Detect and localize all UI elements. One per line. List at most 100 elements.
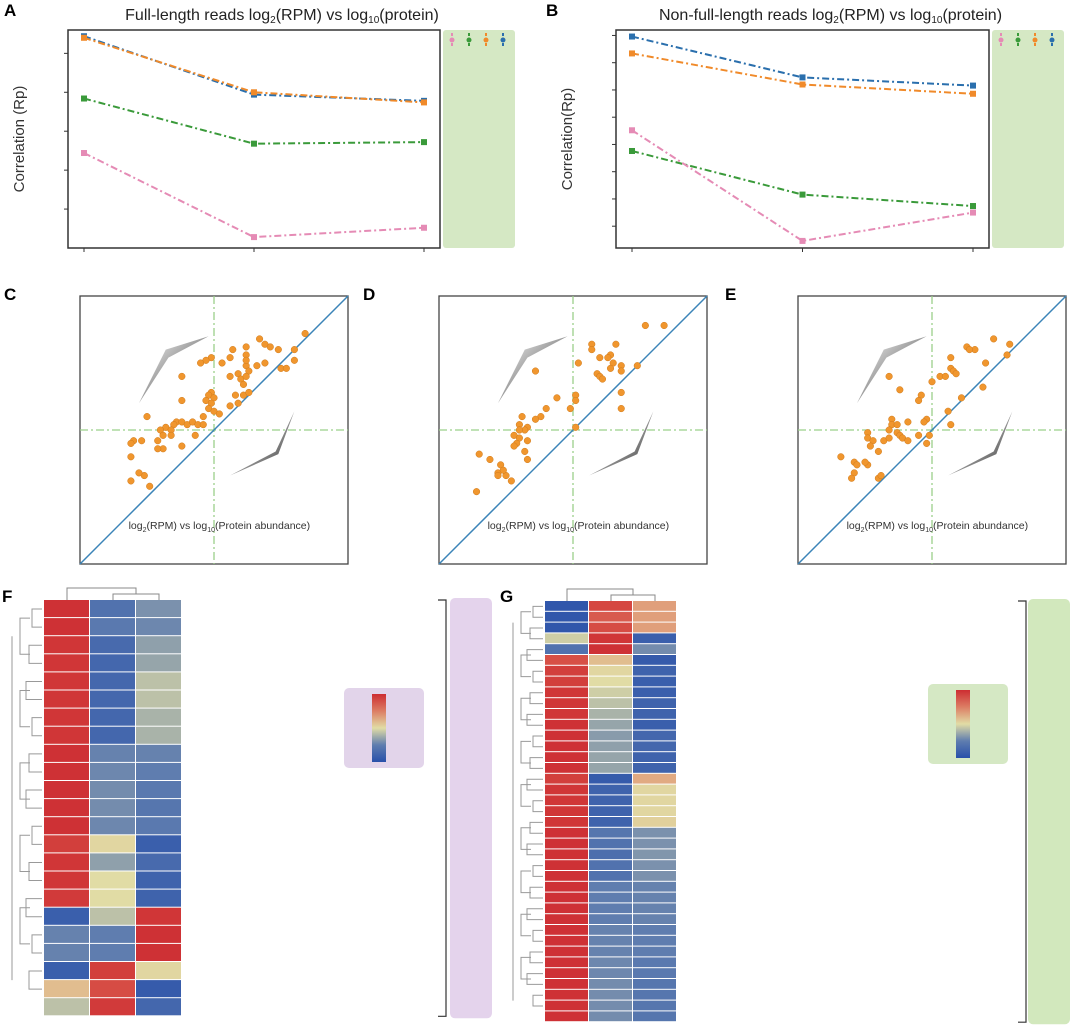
heatmap-cell xyxy=(545,935,588,946)
heatmap-cell xyxy=(589,763,632,773)
heatmap-cell xyxy=(589,676,632,687)
series-1-point xyxy=(799,74,806,81)
heatmap-cell xyxy=(545,827,588,838)
row-dendrogram xyxy=(31,608,42,628)
series-2-point xyxy=(81,34,87,41)
scatter-point xyxy=(199,421,207,429)
line-chart-full-length: Full-length reads log2(RPM) vs log10(pro… xyxy=(11,7,515,252)
heatmap-cell xyxy=(545,644,588,654)
scatter-point xyxy=(904,437,912,445)
heatmap-cell xyxy=(44,907,89,925)
heatmap-cell xyxy=(589,849,632,860)
heatmap-cell xyxy=(136,636,181,654)
side-label-box xyxy=(1028,599,1070,1025)
scatter-point xyxy=(885,426,893,434)
row-dendrogram xyxy=(520,611,531,634)
scatter-point xyxy=(861,458,869,466)
heatmap-cell xyxy=(90,744,135,762)
scatter-point xyxy=(167,431,175,439)
heatmap-cell xyxy=(545,838,588,849)
heatmap-cell xyxy=(633,795,676,806)
text-part: Full-length reads log xyxy=(125,7,270,24)
row-dendrogram xyxy=(520,740,531,764)
heatmap-cell xyxy=(545,687,588,698)
heatmap-cell xyxy=(545,698,588,708)
heatmap-cell xyxy=(545,795,588,806)
method-note: log2(RPM) vs log10(Protein abundance) xyxy=(488,520,670,534)
heatmap-cell xyxy=(589,665,632,676)
scatter-point xyxy=(633,362,641,370)
column-dendrogram xyxy=(610,594,656,601)
heatmap-cell xyxy=(90,907,135,925)
heatmap-cell xyxy=(90,835,135,853)
heatmap-cell xyxy=(589,871,632,881)
legend-symbol-dot xyxy=(1049,37,1055,43)
subscript: 2 xyxy=(270,15,276,26)
heatmap-cell xyxy=(90,762,135,780)
text-part: (Protein abundance) xyxy=(215,520,310,532)
scatter-point xyxy=(146,482,154,490)
heatmap-cell xyxy=(44,636,89,654)
heatmap-cell xyxy=(545,849,588,860)
heatmap-cell xyxy=(589,957,632,968)
panel-label-E: E xyxy=(725,285,736,304)
scatter-point xyxy=(572,423,580,431)
scatter-point xyxy=(127,453,135,461)
scatter-point xyxy=(877,472,885,480)
heatmap-cell xyxy=(44,817,89,835)
legend-symbol-dot xyxy=(500,37,506,43)
heatmap-cell xyxy=(633,676,676,687)
chart-title: Non-full-length reads log2(RPM) vs log10… xyxy=(659,7,1002,26)
text-part: (RPM) vs log xyxy=(276,7,368,24)
heatmap-cell xyxy=(633,892,676,903)
scatter-point xyxy=(242,372,250,380)
heatmap-cell xyxy=(136,618,181,636)
upper-arrow-shape xyxy=(856,336,927,404)
text-part: (RPM) vs log xyxy=(506,520,567,532)
heatmap-cell xyxy=(136,672,181,690)
column-dendrogram xyxy=(66,587,137,600)
heatmap-cell xyxy=(136,781,181,799)
scatter-point xyxy=(837,453,845,461)
scatter-point xyxy=(135,469,143,477)
heatmap-cell xyxy=(633,1011,676,1022)
scatter-point xyxy=(143,413,151,421)
row-dendrogram xyxy=(532,994,543,1007)
heatmap-cell xyxy=(44,654,89,672)
row-dendrogram xyxy=(532,865,543,877)
legend-symbol-dot xyxy=(466,37,472,43)
heatmap-cell xyxy=(136,943,181,961)
scatter-point xyxy=(290,346,298,354)
heatmap-cell xyxy=(136,871,181,889)
scatter-chart-nd: log2(RPM) vs log10(Protein abundance) xyxy=(79,295,349,565)
heatmap-cell xyxy=(136,817,181,835)
panel-label-D: D xyxy=(363,285,375,304)
heatmap-cell xyxy=(136,600,181,618)
scatter-point xyxy=(215,410,223,418)
row-dendrogram xyxy=(520,913,531,937)
method-note: log2(RPM) vs log10(Protein abundance) xyxy=(129,520,311,534)
heatmap-cell xyxy=(589,633,632,644)
scatter-point xyxy=(178,442,186,450)
heatmap-cell xyxy=(136,762,181,780)
row-dendrogram xyxy=(19,762,30,800)
heatmap-cell xyxy=(589,698,632,708)
heatmap-cell xyxy=(545,752,588,762)
method-note: log2(RPM) vs log10(Protein abundance) xyxy=(847,520,1029,534)
lower-arrow-shape xyxy=(230,411,295,476)
heatmap-cell xyxy=(545,989,588,1000)
heatmap-cell xyxy=(589,935,632,946)
scatter-point xyxy=(893,421,901,429)
scatter-point xyxy=(253,362,261,370)
heatmap-cell xyxy=(589,827,632,838)
heatmap-cell xyxy=(90,980,135,998)
heatmap-cell xyxy=(633,752,676,762)
heatmap-cell xyxy=(44,980,89,998)
heatmap-cell xyxy=(589,925,632,935)
scatter-point xyxy=(218,359,226,367)
heatmap-cell xyxy=(136,708,181,726)
heatmap-cell xyxy=(633,979,676,989)
heatmap-cell xyxy=(633,806,676,816)
panel-label-A: A xyxy=(4,1,16,20)
heatmap-cell xyxy=(633,935,676,946)
